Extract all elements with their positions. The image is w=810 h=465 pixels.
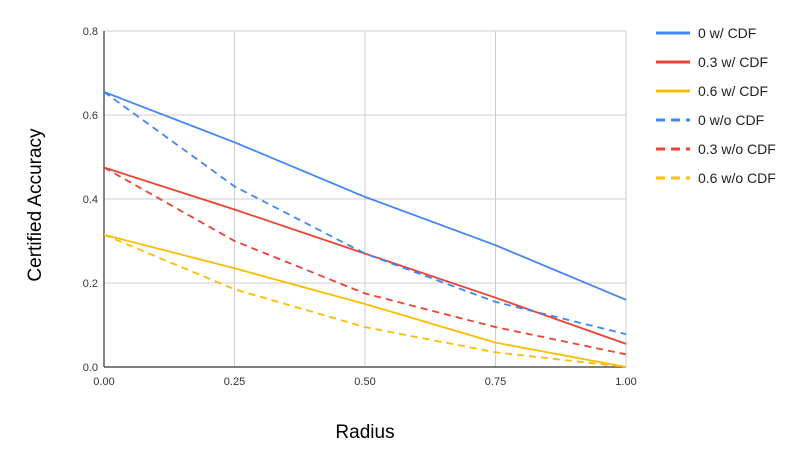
legend-label: 0.6 w/o CDF (698, 170, 776, 186)
x-tick-label: 0.25 (224, 376, 245, 388)
series-lines (103, 91, 627, 368)
y-tick-label: 0.6 (83, 110, 98, 122)
legend-label: 0.3 w/ CDF (698, 54, 768, 70)
legend-label: 0.3 w/o CDF (698, 141, 776, 157)
y-tick-labels: 0.0 0.2 0.4 0.6 0.8 (83, 26, 98, 374)
legend-label: 0 w/o CDF (698, 112, 764, 128)
legend-item: 0.6 w/ CDF (656, 83, 768, 99)
x-tick-label: 0.75 (485, 376, 506, 388)
x-axis-title: Radius (335, 422, 394, 443)
series-line-4 (103, 166, 627, 356)
axes (103, 31, 626, 368)
legend-label: 0 w/ CDF (698, 25, 756, 41)
y-tick-label: 0.0 (83, 362, 98, 374)
x-tick-label: 1.00 (615, 376, 636, 388)
x-tick-label: 0.50 (354, 376, 375, 388)
legend-item: 0 w/ CDF (656, 25, 756, 41)
y-tick-label: 0.2 (83, 278, 98, 290)
series-line-1 (103, 166, 627, 345)
x-tick-labels: 0.00 0.25 0.50 0.75 1.00 (93, 376, 636, 388)
x-tick-label: 0.00 (93, 376, 114, 388)
legend-label: 0.6 w/ CDF (698, 83, 768, 99)
grid-lines (104, 30, 627, 367)
legend-item: 0.6 w/o CDF (656, 170, 776, 186)
y-tick-label: 0.8 (83, 26, 98, 38)
series-line-2 (103, 233, 627, 368)
legend-item: 0 w/o CDF (656, 112, 764, 128)
series-line-5 (103, 233, 627, 368)
y-axis-title: Certified Accuracy (25, 128, 46, 282)
legend-item: 0.3 w/ CDF (656, 54, 768, 70)
y-tick-label: 0.4 (83, 194, 98, 206)
series-line-0 (103, 91, 627, 301)
legend: 0 w/ CDF 0.3 w/ CDF 0.6 w/ CDF 0 w/o CDF 0.3… (656, 25, 776, 186)
legend-item: 0.3 w/o CDF (656, 141, 776, 157)
